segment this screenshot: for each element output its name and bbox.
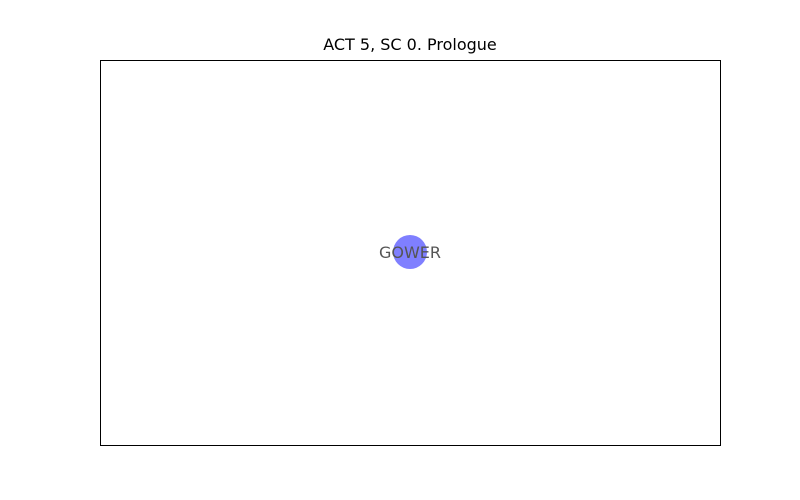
node-gower: GOWER <box>379 235 441 269</box>
node-marker <box>393 235 427 269</box>
node-label: GOWER <box>379 243 441 262</box>
chart-title: ACT 5, SC 0. Prologue <box>323 35 497 54</box>
